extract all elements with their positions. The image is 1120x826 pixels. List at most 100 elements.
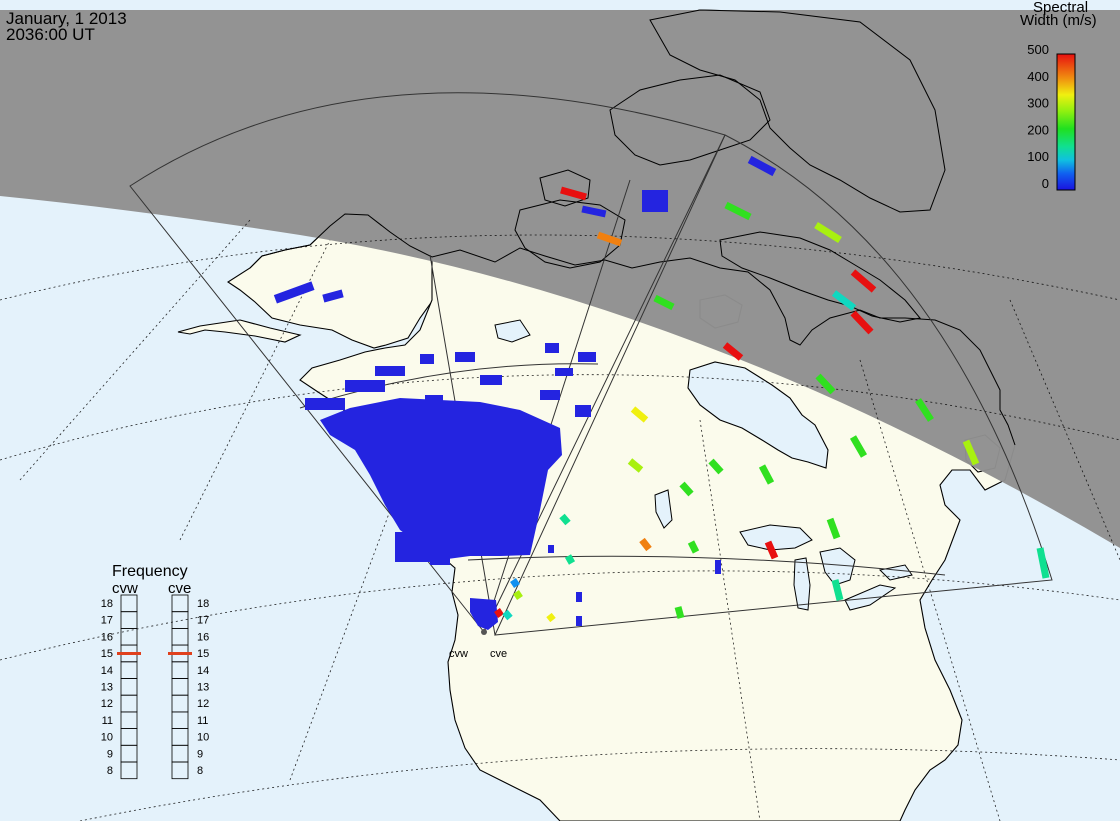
echo-cell-k xyxy=(395,532,435,562)
lake-winnipeg xyxy=(654,489,673,529)
lake-michigan xyxy=(793,557,811,611)
echo-red-3 xyxy=(850,310,874,335)
echo-cell-p xyxy=(581,205,607,218)
frequency-panel: Frequency cvw cve 1817161514131211109818… xyxy=(101,563,209,780)
echo-cyan-4 xyxy=(559,513,571,526)
frequency-scale-label: 10 xyxy=(197,732,209,744)
echo-near-fan xyxy=(470,598,498,630)
frequency-scale-label: 15 xyxy=(197,648,209,660)
echo-yellow-2 xyxy=(546,612,556,623)
echo-cell-n xyxy=(322,289,344,303)
echo-cell-g xyxy=(540,390,560,400)
echo-red-6 xyxy=(494,608,504,618)
echoes-cve xyxy=(494,186,1050,623)
echo-cell-j xyxy=(455,415,475,425)
echo-green-6 xyxy=(708,458,724,475)
echo-lime-4 xyxy=(513,590,523,600)
outline-greenland xyxy=(649,9,946,213)
echo-cyan-1 xyxy=(831,290,857,311)
radar-sites: cvw cve xyxy=(449,629,507,660)
echo-orange-1 xyxy=(596,231,623,247)
echo-green-10 xyxy=(687,540,700,554)
date-label: January, 1 2013 xyxy=(6,9,127,28)
site-label-cvw: cvw xyxy=(449,648,468,660)
frequency-scale-label: 14 xyxy=(197,665,209,677)
time-label: 2036:00 UT xyxy=(6,25,95,44)
outline-ellesmere xyxy=(609,74,771,166)
latitude-circle-1 xyxy=(0,234,1120,301)
frequency-cell xyxy=(120,761,138,780)
echo-red-2 xyxy=(850,269,877,293)
night-terminator-shading xyxy=(0,10,1120,548)
echo-cyan-5 xyxy=(564,554,576,565)
frequency-title: Frequency xyxy=(112,563,188,580)
latitude-circle-2 xyxy=(0,374,1120,461)
frequency-scale-label: 11 xyxy=(197,715,208,727)
echo-green-4 xyxy=(915,398,934,422)
echo-red-1 xyxy=(560,186,587,201)
echo-red-4 xyxy=(722,342,744,361)
echo-orange-2 xyxy=(639,537,652,552)
echo-lime-3 xyxy=(627,458,644,473)
lake-superior xyxy=(739,524,813,551)
echo-cell-q xyxy=(642,190,668,212)
echo-row-1 xyxy=(305,398,345,410)
meridian-5 xyxy=(859,359,1001,822)
fov-cvw xyxy=(129,92,726,633)
echo-cell-u xyxy=(548,545,554,553)
frequency-scale-label: 8 xyxy=(197,765,203,777)
echo-cell-c xyxy=(545,343,559,353)
site-label-cve: cve xyxy=(490,648,507,660)
frequency-scale-label: 13 xyxy=(101,682,113,694)
echo-cell-m xyxy=(273,281,315,304)
colorbar-tick-label: 400 xyxy=(1027,69,1049,84)
frequency-scale-label: 17 xyxy=(101,615,113,627)
echo-green-11 xyxy=(674,606,685,619)
colorbar-title-line1: Spectral xyxy=(1033,0,1088,16)
echo-cell-d xyxy=(578,352,596,362)
echo-red-5 xyxy=(764,540,779,560)
freq-radar-label-cvw: cvw xyxy=(112,580,138,597)
echo-cell-b xyxy=(455,352,475,362)
echo-green-8 xyxy=(679,481,694,497)
echo-green-1 xyxy=(724,201,752,221)
echo-cell-e xyxy=(480,375,502,385)
colorbar-tick-label: 0 xyxy=(1042,176,1049,191)
echoes-cvw-fan xyxy=(273,155,777,626)
frequency-scale-label: 16 xyxy=(197,631,209,643)
frequency-scale-label: 15 xyxy=(101,648,113,660)
frequency-scale-label: 13 xyxy=(197,682,209,694)
echo-cell-f xyxy=(555,368,573,376)
freq-radar-label-cve: cve xyxy=(168,580,191,597)
colorbar-tick-label: 200 xyxy=(1027,122,1049,137)
echo-cyan-6 xyxy=(502,609,513,621)
land-aleutian-peninsula xyxy=(177,319,302,343)
frequency-scale-label: 11 xyxy=(102,715,113,727)
coastlines-over-night xyxy=(249,9,1016,446)
colorbar-ticks: 500 400 300 200 100 0 xyxy=(1027,42,1049,191)
echo-green-3 xyxy=(815,373,836,395)
outline-banks xyxy=(539,169,591,207)
colorbar-tick-label: 100 xyxy=(1027,149,1049,164)
frequency-scale-label: 14 xyxy=(101,665,113,677)
fov-range-cvw xyxy=(299,363,599,409)
outline-victoria xyxy=(514,199,626,269)
frequency-scale-label: 18 xyxy=(101,598,113,610)
echo-green-7 xyxy=(758,464,775,485)
frequency-scale-label: 18 xyxy=(197,598,209,610)
fov-range-cve xyxy=(467,555,946,576)
frequency-scale-label: 17 xyxy=(197,615,209,627)
echo-lime-2 xyxy=(962,439,980,466)
echo-cell-a xyxy=(420,354,434,364)
echo-cell-l xyxy=(430,545,450,565)
frequency-columns: 18 17 16 15 14 13 12 11 10 9 8 18 17 16 15 14 13 12 11 10 9 8 xyxy=(101,594,209,780)
echo-row-2 xyxy=(345,380,385,392)
fov-beam-line xyxy=(483,179,631,633)
echo-fan-main xyxy=(320,398,562,560)
echo-cell-r xyxy=(715,560,721,574)
site-marker xyxy=(481,629,487,635)
colorbar-tick-label: 500 xyxy=(1027,42,1049,57)
echo-lightblue-1 xyxy=(510,578,520,588)
